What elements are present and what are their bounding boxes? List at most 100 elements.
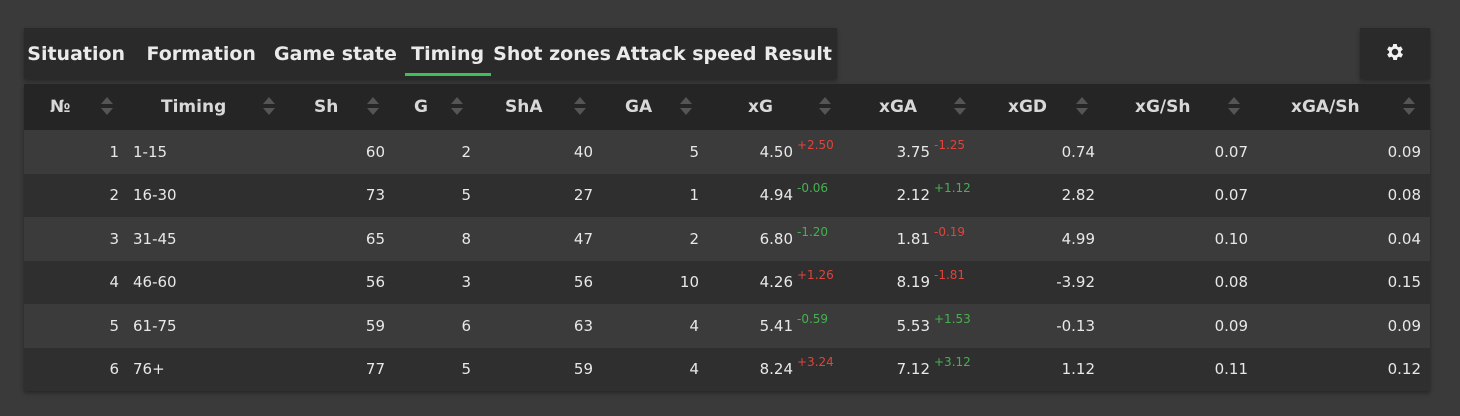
cell-sh: 77 — [365, 360, 385, 378]
cell-xgd: 1.12 — [1061, 360, 1095, 378]
cell-xga-delta: -0.19 — [934, 224, 966, 239]
cell-ga: 10 — [679, 273, 699, 291]
cell-xg: 4.50 — [759, 142, 793, 161]
sort-icon[interactable] — [262, 97, 276, 117]
header-sha[interactable]: ShA — [505, 97, 543, 117]
cell-ga: 1 — [689, 186, 699, 204]
cell-ga: 4 — [689, 316, 699, 335]
cell-xg-delta-wrap: +2.50 — [794, 130, 844, 173]
tab-timing[interactable]: Timing — [404, 28, 491, 79]
tab-shot-zones[interactable]: Shot zones — [493, 42, 611, 65]
cell-xga: 2.12 — [896, 186, 930, 204]
sort-icon[interactable] — [1227, 97, 1241, 117]
cell-xg: 5.41 — [759, 316, 793, 335]
cell-number: 4 — [109, 273, 119, 291]
cell-xg-sh: 0.07 — [1214, 186, 1248, 204]
sort-icon[interactable] — [366, 97, 380, 117]
cell-xg-delta-wrap: +1.26 — [794, 261, 844, 304]
header-number[interactable]: № — [50, 97, 71, 117]
cell-sha: 63 — [573, 316, 593, 335]
cell-g: 2 — [461, 142, 471, 161]
cell-xga-sh: 0.12 — [1387, 360, 1421, 378]
cell-timing: 16-30 — [133, 186, 177, 204]
cell-xga-delta-wrap: +1.12 — [931, 174, 981, 217]
cell-ga: 4 — [689, 360, 699, 378]
cell-sha: 47 — [573, 229, 593, 248]
tab-game-state[interactable]: Game state — [273, 42, 397, 65]
cell-xg-delta-wrap: -0.59 — [794, 304, 844, 347]
cell-timing: 1-15 — [133, 142, 168, 161]
header-xg[interactable]: xG — [748, 97, 773, 117]
sort-icon[interactable] — [100, 97, 114, 117]
cell-xg: 4.94 — [759, 186, 793, 204]
header-xga[interactable]: xGA — [879, 97, 918, 117]
cell-xgd: -3.92 — [1056, 273, 1095, 291]
header-ga[interactable]: GA — [625, 97, 653, 117]
cell-xg: 8.24 — [759, 360, 793, 378]
cell-xg-delta-wrap: +3.24 — [794, 348, 844, 391]
sort-icon[interactable] — [450, 97, 464, 117]
table-row: 2 16-30 73 5 27 1 4.94 -0.06 2.12 +1.12 2.82 0.07 0.… — [24, 173, 1430, 217]
cell-sh: 73 — [365, 186, 385, 204]
cell-xg-delta: +2.50 — [797, 137, 834, 152]
cell-xgd: 4.99 — [1061, 229, 1095, 248]
table-row: 4 46-60 56 3 56 10 4.26 +1.26 8.19 -1.81 -3.92 0.08… — [24, 260, 1430, 304]
cell-xga-sh: 0.04 — [1387, 229, 1421, 248]
cell-xga-delta: -1.81 — [934, 268, 966, 282]
cell-xga-delta: +3.12 — [934, 355, 971, 369]
header-sh[interactable]: Sh — [314, 97, 339, 117]
cell-sh: 65 — [365, 229, 385, 248]
cell-number: 2 — [109, 186, 119, 204]
cell-sha: 27 — [573, 186, 593, 204]
header-xg-sh[interactable]: xG/Sh — [1135, 97, 1191, 117]
sort-icon[interactable] — [1402, 97, 1416, 117]
cell-xga-delta: -1.25 — [934, 137, 966, 152]
table-row: 5 61-75 59 6 63 4 5.41 -0.59 5.53 +1.53 -0.13 0.09 0… — [24, 304, 1430, 348]
tab-attack-speed[interactable]: Attack speed — [615, 42, 757, 65]
cell-number: 1 — [109, 142, 119, 161]
cell-xg-sh: 0.07 — [1214, 142, 1248, 161]
cell-xg-delta: +1.26 — [797, 268, 834, 282]
cell-xga: 3.75 — [896, 142, 930, 161]
cell-sh: 60 — [365, 142, 385, 161]
header-xgd[interactable]: xGD — [1008, 97, 1048, 117]
table-row: 6 76+ 77 5 59 4 8.24 +3.24 7.12 +3.12 1.12 0.11 0.12 — [24, 347, 1430, 391]
sort-icon[interactable] — [1075, 97, 1089, 117]
sort-icon[interactable] — [573, 97, 587, 117]
cell-number: 6 — [109, 360, 119, 378]
cell-xga-delta-wrap: +1.53 — [931, 304, 981, 347]
cell-xg-delta: -1.20 — [797, 224, 829, 239]
cell-timing: 31-45 — [133, 229, 177, 248]
tab-result[interactable]: Result — [764, 42, 832, 65]
cell-xga-delta-wrap: +3.12 — [931, 348, 981, 391]
cell-sha: 56 — [573, 273, 593, 291]
sort-icon[interactable] — [953, 97, 967, 117]
table-body: 1 1-15 60 2 40 5 4.50 +2.50 3.75 -1.25 0.74 0.07 0.0… — [24, 130, 1430, 391]
cell-xg-delta-wrap: -0.06 — [794, 174, 844, 217]
cell-xga-sh: 0.15 — [1387, 273, 1421, 291]
cell-xg-delta: +3.24 — [797, 355, 834, 369]
cell-xga: 7.12 — [896, 360, 930, 378]
cell-g: 5 — [461, 186, 471, 204]
sort-icon[interactable] — [818, 97, 832, 117]
table-header: № Timing Sh G ShA GA xG xGA xGD xG/Sh xG… — [24, 84, 1430, 130]
cell-sh: 59 — [365, 316, 385, 335]
cell-xga-delta: +1.53 — [934, 311, 971, 326]
header-timing[interactable]: Timing — [161, 97, 227, 117]
header-g[interactable]: G — [414, 97, 428, 117]
stats-table: № Timing Sh G ShA GA xG xGA xGD xG/Sh xG… — [24, 84, 1430, 391]
cell-xga: 8.19 — [896, 273, 930, 291]
cell-xga-sh: 0.08 — [1387, 186, 1421, 204]
tab-situation[interactable]: Situation — [27, 42, 126, 65]
cell-xga-sh: 0.09 — [1387, 142, 1421, 161]
settings-button[interactable] — [1360, 28, 1430, 79]
sort-icon[interactable] — [679, 97, 693, 117]
tab-formation[interactable]: Formation — [146, 42, 256, 65]
table-row: 1 1-15 60 2 40 5 4.50 +2.50 3.75 -1.25 0.74 0.07 0.0… — [24, 130, 1430, 174]
cell-ga: 5 — [689, 142, 699, 161]
cell-number: 3 — [109, 229, 119, 248]
cell-sha: 40 — [573, 142, 593, 161]
cell-xga-delta-wrap: -0.19 — [931, 217, 981, 260]
header-xga-sh[interactable]: xGA/Sh — [1291, 97, 1360, 117]
cell-timing: 46-60 — [133, 273, 177, 291]
